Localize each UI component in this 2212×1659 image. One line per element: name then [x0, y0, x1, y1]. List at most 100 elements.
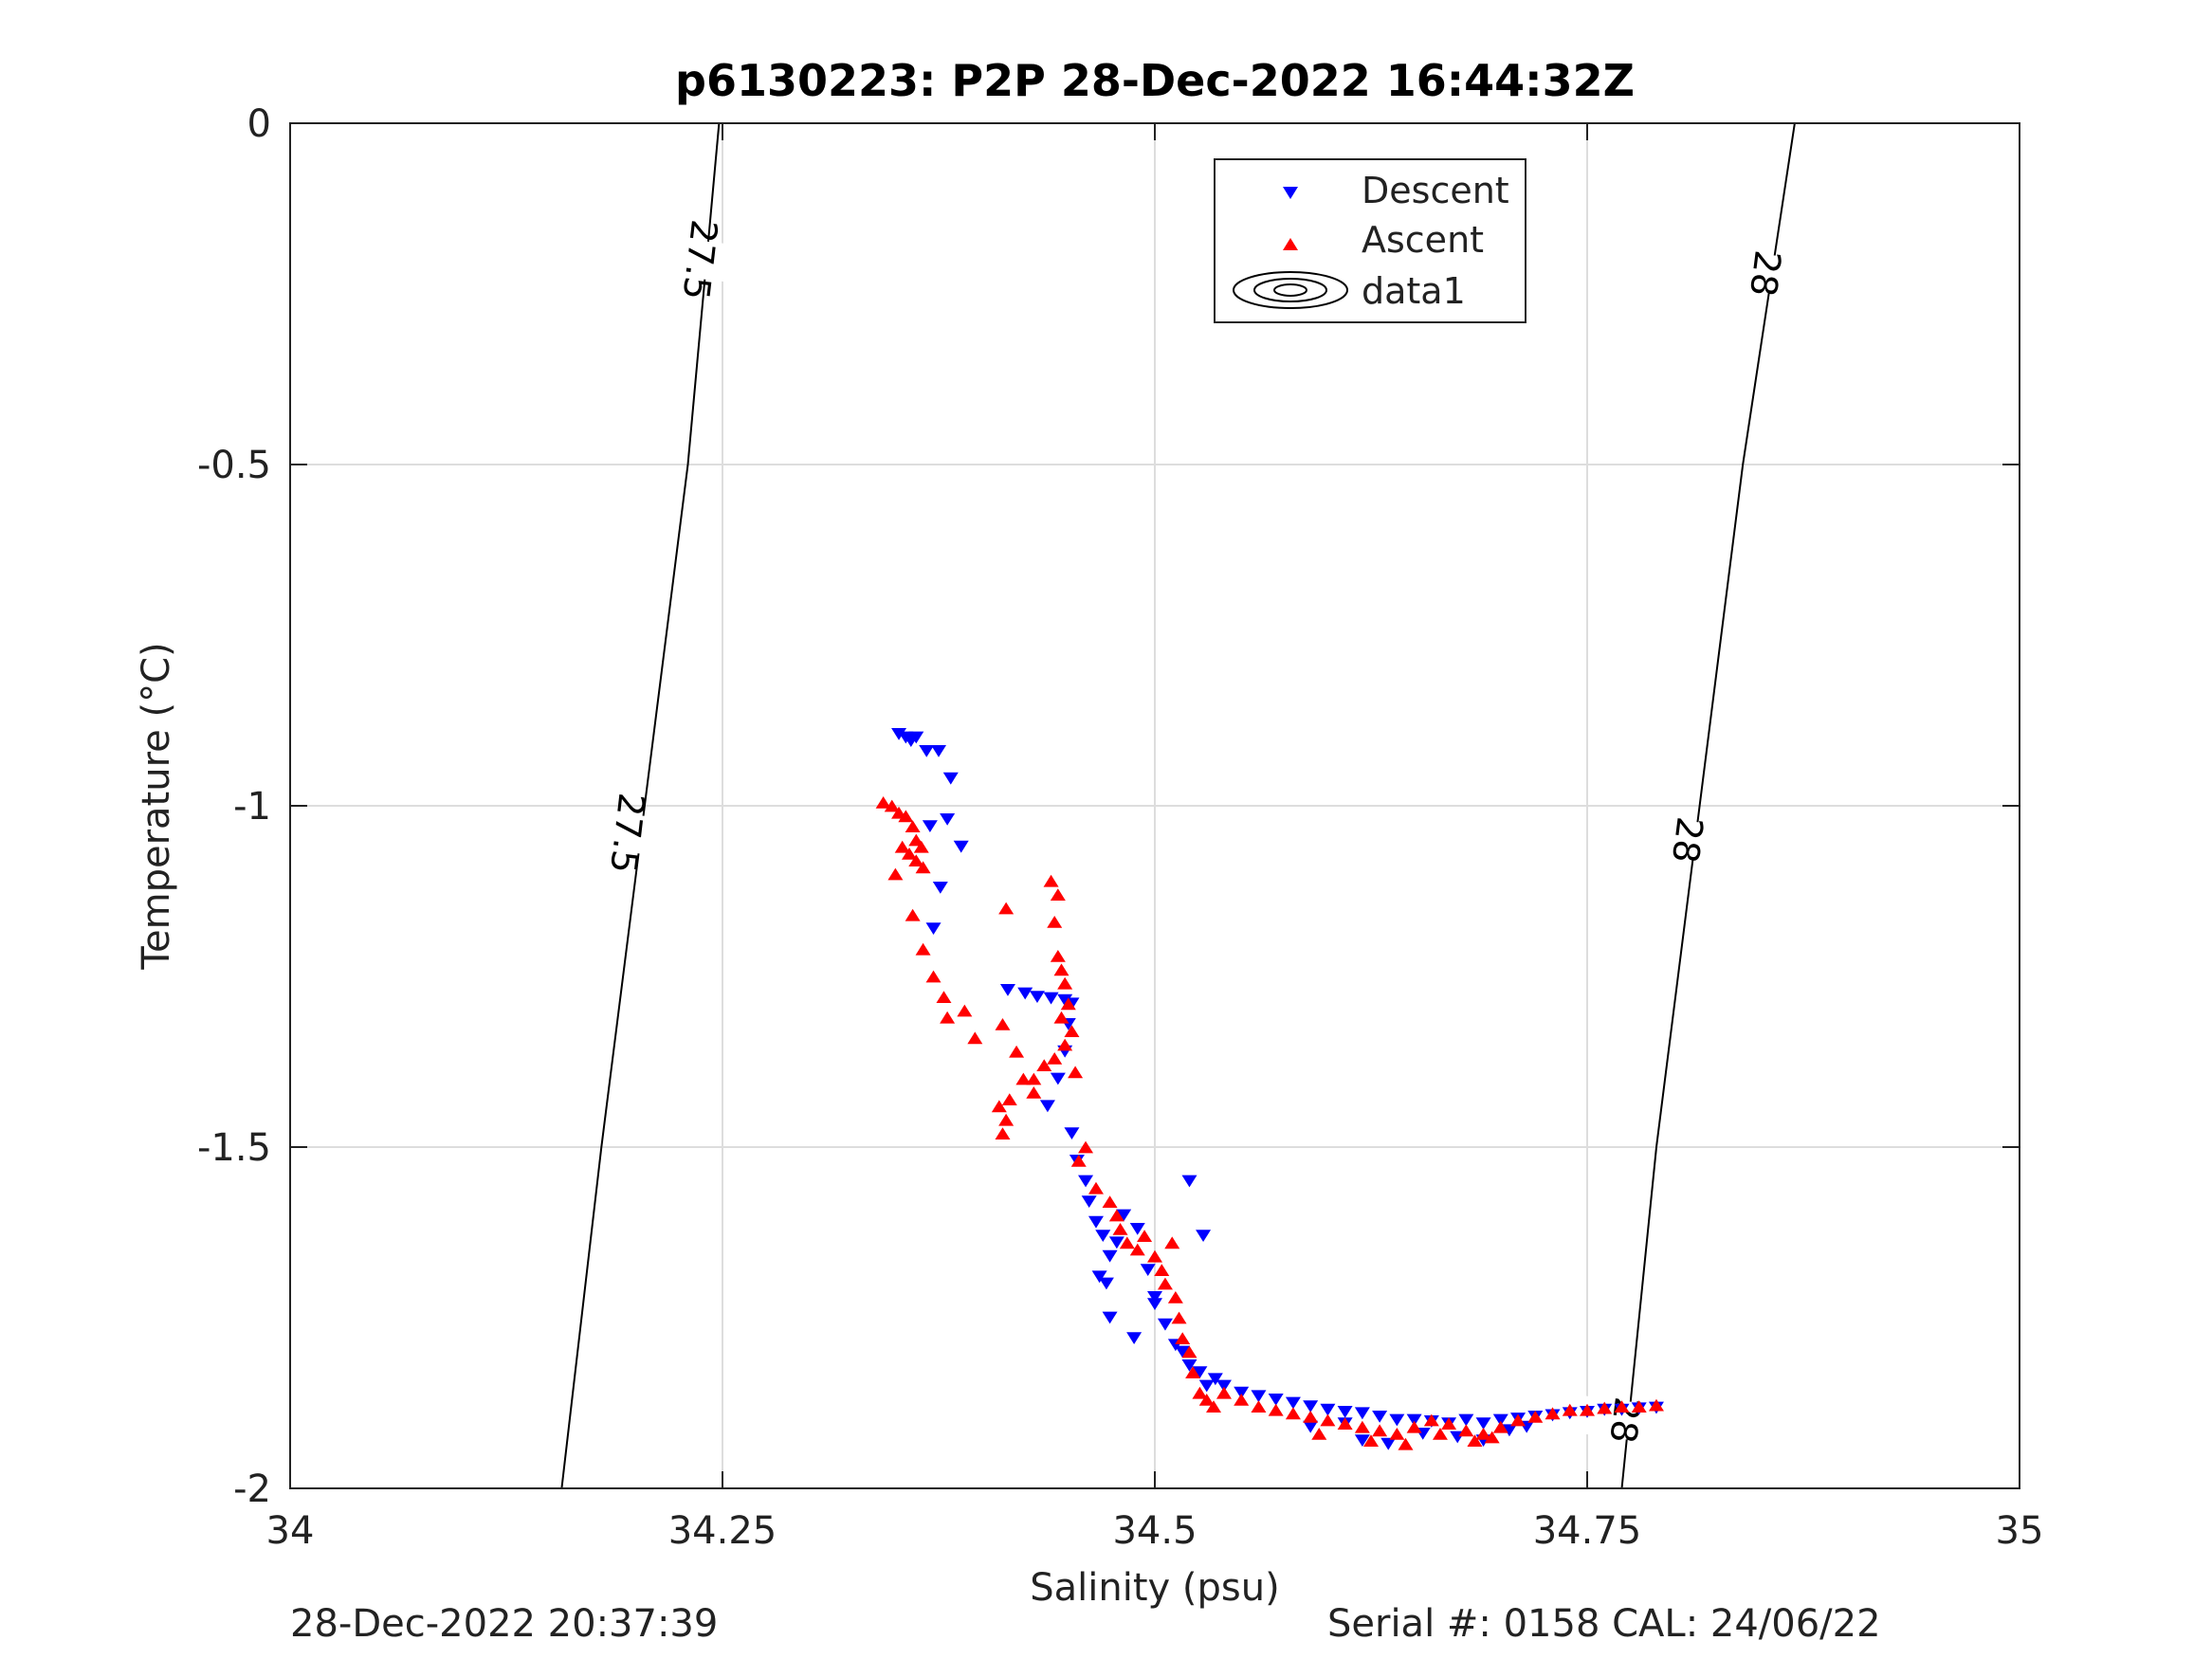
ascent-point — [995, 1127, 1011, 1139]
x-axis-label: Salinity (psu) — [1030, 1566, 1279, 1610]
descent-point — [1198, 1379, 1215, 1393]
ascent-point — [957, 1004, 973, 1017]
ascent-point — [1458, 1424, 1474, 1437]
ascent-point — [1108, 1209, 1124, 1222]
ascent-point — [1057, 1038, 1073, 1051]
ascent-point — [1181, 1345, 1197, 1358]
ascent-point — [1423, 1413, 1439, 1427]
ascent-point — [1164, 1236, 1180, 1249]
descent-point — [1303, 1400, 1319, 1413]
ascent-point — [1234, 1394, 1250, 1406]
legend-ascent-label: Ascent — [1362, 219, 1484, 261]
y-tick-label: -1 — [233, 785, 271, 829]
descent-point — [1157, 1318, 1173, 1331]
ascent-point — [905, 908, 921, 921]
ascent-point — [936, 991, 952, 1003]
ascent-point — [1545, 1407, 1561, 1420]
descent-point — [1102, 1311, 1118, 1324]
contour-label: 28 — [1664, 814, 1711, 866]
descent-point — [1354, 1407, 1370, 1420]
descent-point — [919, 745, 935, 757]
contour-label-gap — [579, 809, 675, 858]
legend-contour-icon — [1233, 271, 1348, 309]
descent-point — [1492, 1413, 1508, 1427]
descent-point — [1406, 1413, 1422, 1427]
ascent-point — [1175, 1332, 1191, 1344]
ascent-point — [887, 867, 904, 881]
ascent-point — [1102, 1195, 1118, 1208]
ascent-point — [1050, 888, 1066, 901]
ascent-point — [1510, 1413, 1526, 1427]
ascent-point — [1119, 1236, 1135, 1249]
ascent-point — [1492, 1420, 1508, 1433]
descent-point — [1380, 1437, 1397, 1450]
ascent-point — [1337, 1417, 1353, 1430]
y-tick-label: 0 — [247, 102, 271, 146]
ascent-point — [1026, 1072, 1042, 1085]
footer-serial-cal: Serial #: 0158 CAL: 24/06/22 — [1327, 1602, 1881, 1646]
ascent-point — [1580, 1403, 1595, 1416]
contour-label: 28 — [1742, 248, 1789, 300]
ascent-point — [905, 820, 921, 832]
ascent-point — [898, 810, 914, 823]
descent-point — [1216, 1379, 1232, 1393]
ascent-point — [1303, 1411, 1319, 1423]
descent-point — [1320, 1403, 1336, 1416]
descent-point — [1147, 1291, 1162, 1304]
descent-point — [1039, 1100, 1055, 1113]
descent-point — [1129, 1223, 1145, 1235]
descent-point — [1064, 1127, 1080, 1139]
ascent-point — [913, 840, 929, 853]
ascent-point — [1614, 1400, 1630, 1413]
ascent-point — [1053, 1011, 1069, 1024]
density-contours: 27.5 27.5 28 28 28 — [560, 122, 1814, 1489]
descent-point — [1337, 1405, 1353, 1418]
ascent-point — [1043, 874, 1059, 887]
descent-point — [1192, 1366, 1208, 1378]
legend-box — [1214, 158, 1526, 323]
contour-label: 27.5 — [602, 791, 652, 875]
ascent-point — [1068, 1066, 1084, 1079]
ascent-point — [1432, 1428, 1448, 1440]
descent-series — [891, 728, 1664, 1450]
descent-point — [1108, 1236, 1124, 1249]
ascent-point — [884, 799, 900, 812]
ascent-point — [1167, 1291, 1183, 1304]
ascent-point — [875, 796, 891, 809]
grid-lines — [290, 123, 2020, 1488]
contour-label-gap — [1717, 248, 1814, 299]
ascent-point — [1009, 1045, 1025, 1058]
legend-descent-label: Descent — [1362, 170, 1509, 211]
axis-ticks: 34 34.25 34.5 34.75 35 0 -0.5 -1 -1.5 -2 — [197, 102, 2044, 1553]
descent-point — [1285, 1396, 1301, 1410]
ascent-point — [1268, 1403, 1284, 1416]
descent-point — [1268, 1394, 1284, 1406]
ascent-point — [1441, 1417, 1457, 1430]
descent-point — [1175, 1345, 1191, 1358]
descent-point — [953, 840, 969, 853]
chart-title: p6130223: P2P 28-Dec-2022 16:44:32Z — [675, 55, 1635, 106]
ascent-point — [995, 1018, 1011, 1030]
ascent-point — [1147, 1249, 1162, 1263]
y-tick-label: -0.5 — [197, 444, 271, 487]
ascent-point — [901, 848, 917, 860]
ascent-point — [1198, 1394, 1215, 1406]
ascent-point — [1053, 963, 1069, 976]
ascent-point — [1285, 1407, 1301, 1420]
descent-point — [1303, 1420, 1319, 1433]
ascent-point — [1171, 1311, 1187, 1324]
ascent-point — [1398, 1437, 1414, 1450]
isopycnal-28 — [1620, 122, 1796, 1489]
ascent-point — [1389, 1428, 1405, 1440]
descent-point — [1251, 1390, 1267, 1403]
ascent-point — [1047, 916, 1063, 928]
legend-descent-marker — [1283, 187, 1298, 199]
ascent-point — [1060, 997, 1076, 1011]
ascent-point — [1001, 1093, 1017, 1105]
ascent-point — [998, 902, 1015, 915]
ascent-point — [1047, 1052, 1063, 1065]
isopycnal-27.5 — [560, 122, 721, 1489]
ascent-point — [1354, 1420, 1370, 1433]
x-tick-label: 34 — [266, 1509, 315, 1553]
